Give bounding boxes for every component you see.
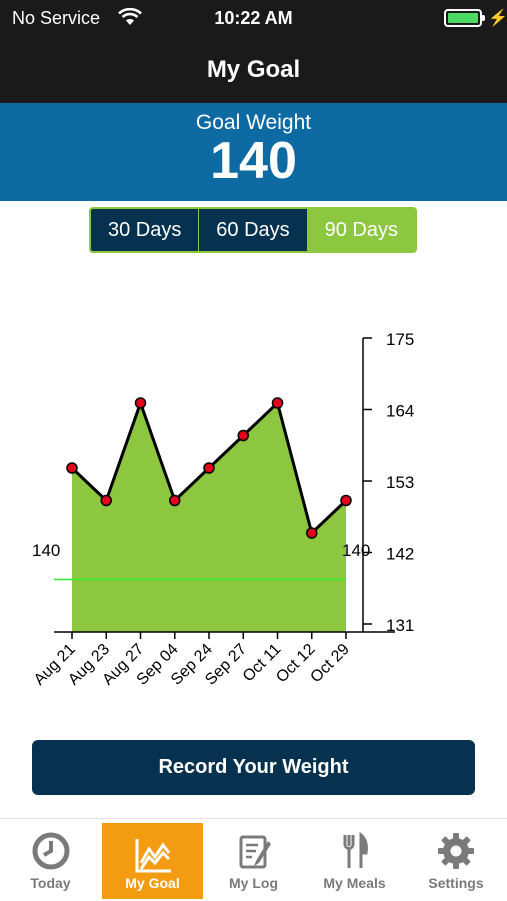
chart-icon xyxy=(102,835,203,875)
y-tick-label: 142 xyxy=(386,545,414,564)
goal-label-right: 140 xyxy=(342,541,370,560)
data-point xyxy=(169,494,181,507)
record-weight-button[interactable]: Record Your Weight xyxy=(32,740,475,795)
period-60-days[interactable]: 60 Days xyxy=(198,209,307,251)
carrier-text: No Service xyxy=(12,8,101,28)
tab-my-log-label: My Log xyxy=(229,875,278,891)
tab-bar: Today My Goal My Log My Meals Settings xyxy=(0,818,507,901)
period-30-days[interactable]: 30 Days xyxy=(91,209,199,251)
data-point xyxy=(237,429,249,442)
goal-banner: Goal Weight 140 xyxy=(0,103,507,201)
charging-icon: ⚡ xyxy=(488,10,507,27)
status-bar: No Service 10:22 AM ⚡ xyxy=(0,0,507,36)
goal-label-left: 140 xyxy=(32,541,60,560)
clock-icon xyxy=(0,831,101,871)
tab-today-label: Today xyxy=(30,875,71,891)
x-tick-label: Oct 29 xyxy=(307,641,352,686)
gear-icon xyxy=(405,831,507,871)
tab-my-goal-label: My Goal xyxy=(125,875,180,891)
area-fill xyxy=(72,403,346,632)
battery-icon xyxy=(444,9,485,27)
tab-my-goal[interactable]: My Goal xyxy=(102,823,203,899)
data-point xyxy=(340,494,352,507)
y-tick-label: 175 xyxy=(386,330,414,349)
tab-settings[interactable]: Settings xyxy=(405,819,507,901)
period-90-days[interactable]: 90 Days xyxy=(306,209,415,251)
period-selector: 30 Days 60 Days 90 Days xyxy=(89,207,417,253)
data-point xyxy=(203,462,215,474)
y-tick-label: 153 xyxy=(386,473,414,492)
goal-weight-value: 140 xyxy=(210,132,297,190)
data-point xyxy=(134,397,147,409)
tab-my-meals[interactable]: My Meals xyxy=(304,819,405,901)
nav-bar: My Goal xyxy=(0,36,507,103)
data-point xyxy=(66,462,78,474)
goal-weight-label: Goal Weight xyxy=(195,111,312,134)
fork-knife-icon xyxy=(304,831,405,871)
wifi-icon xyxy=(118,7,142,31)
tab-settings-label: Settings xyxy=(428,875,484,891)
y-tick-label: 164 xyxy=(386,402,414,421)
data-point xyxy=(100,494,112,507)
y-tick-label: 131 xyxy=(386,616,414,635)
tab-my-meals-label: My Meals xyxy=(323,875,386,891)
tab-my-log[interactable]: My Log xyxy=(203,819,304,901)
page-title: My Goal xyxy=(206,56,301,83)
data-point xyxy=(306,527,318,539)
data-point xyxy=(271,397,284,409)
notepad-icon xyxy=(203,831,304,871)
clock-time: 10:22 AM xyxy=(214,8,293,28)
tab-today[interactable]: Today xyxy=(0,819,101,901)
